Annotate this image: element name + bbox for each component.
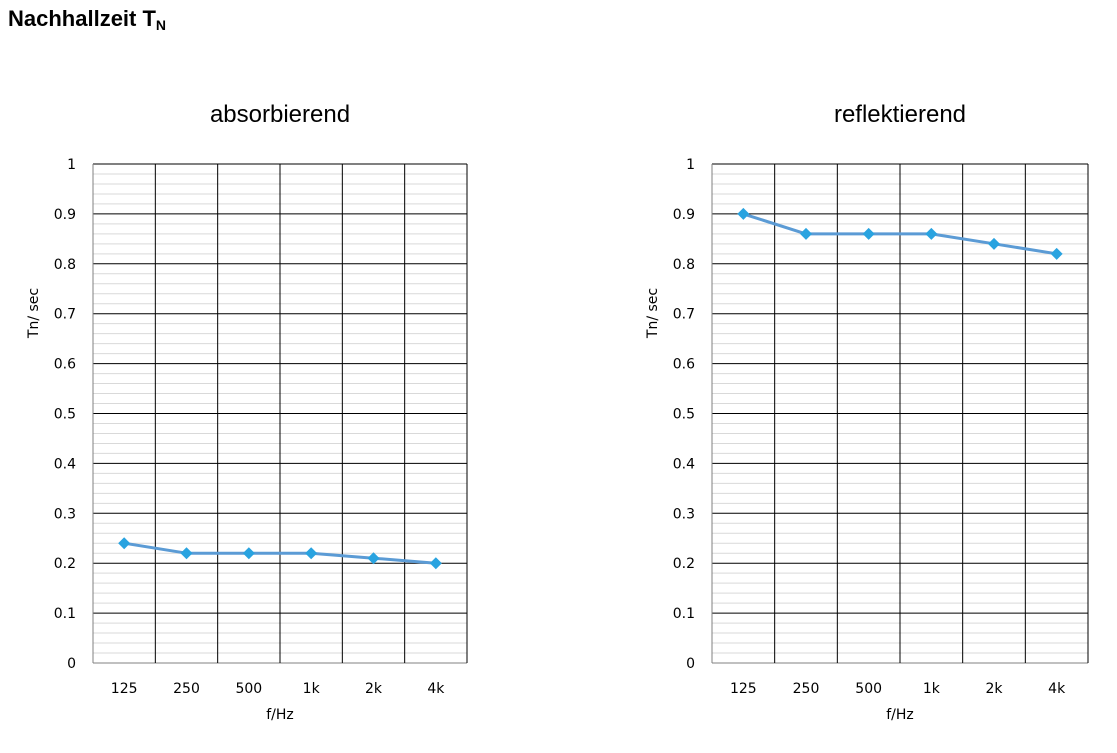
data-point-1k	[925, 227, 938, 240]
y-tick-label: 0.3	[673, 506, 695, 522]
data-point-500	[242, 547, 255, 560]
chart-2: 0 0.1 0.2 0.3 0.4 0.5 0.6 0.7 0.8 0.9 1 125 250 500 1k…	[645, 101, 1089, 723]
chart-1: 0 0.1 0.2 0.3 0.4 0.5 0.6 0.7 0.8 0.9 1 125 250 500 1k…	[26, 101, 468, 723]
y-tick-label: 0.7	[673, 307, 695, 323]
series-line	[123, 541, 436, 565]
y-tick-label: 1	[686, 157, 695, 173]
y-tick-label: 0.8	[54, 257, 76, 273]
y-tick-label: 0.9	[54, 207, 76, 223]
x-tick-label: 4k	[427, 681, 445, 697]
chart-title: reflektierend	[834, 101, 966, 128]
y-tick-label: 0.3	[54, 506, 76, 522]
y-tick-label: 1	[67, 157, 76, 173]
y-tick-label: 0.2	[54, 556, 76, 572]
chart-title: absorbierend	[210, 101, 350, 128]
y-tick-label: 0	[67, 656, 76, 672]
x-tick-label: 2k	[365, 681, 383, 697]
y-tick-label: 0.4	[54, 456, 76, 472]
y-tick-label: 0.8	[673, 257, 695, 273]
y-tick-label: 0.5	[54, 407, 76, 423]
y-tick-label: 0	[686, 656, 695, 672]
y-tick-label: 0.4	[673, 456, 695, 472]
data-point-250	[800, 227, 812, 240]
data-point-2k	[367, 552, 380, 565]
y-tick-label: 0.9	[673, 207, 695, 223]
page-title: Nachhallzeit TN	[8, 4, 166, 40]
y-tick-label: 0.6	[54, 357, 76, 373]
data-point-125	[118, 537, 131, 550]
data-point-1k	[305, 547, 318, 560]
x-tick-label: 500	[235, 681, 262, 697]
x-tick-label: 125	[111, 681, 138, 697]
y-tick-label: 0.1	[673, 606, 695, 622]
y-tick-label: 0.6	[673, 357, 695, 373]
x-tick-label: 500	[855, 681, 882, 697]
page-title-text: Nachhallzeit T	[8, 6, 156, 31]
x-tick-label: 250	[793, 681, 820, 697]
y-tick-label: 0.1	[54, 606, 76, 622]
data-point-4k	[1050, 247, 1063, 260]
data-point-250	[180, 547, 193, 560]
x-tick-label: 2k	[985, 681, 1003, 697]
series-line	[742, 212, 1057, 256]
page-title-subscript: N	[155, 17, 167, 33]
x-tick-label: 4k	[1048, 681, 1066, 697]
x-axis-label: f/Hz	[886, 707, 914, 723]
y-tick-label: 0.7	[54, 307, 76, 323]
y-axis-label: Tn/ sec	[26, 288, 42, 339]
y-tick-label: 0.5	[673, 407, 695, 423]
data-point-4k	[429, 557, 442, 570]
data-point-500	[862, 227, 875, 240]
data-point-2k	[988, 237, 1000, 250]
data-point-125	[737, 207, 750, 220]
x-tick-label: 1k	[923, 681, 941, 697]
x-tick-label: 125	[730, 681, 757, 697]
x-tick-label: 250	[173, 681, 200, 697]
x-axis-label: f/Hz	[266, 707, 294, 723]
x-tick-label: 1k	[303, 681, 321, 697]
y-axis-label: Tn/ sec	[645, 288, 661, 339]
y-tick-label: 0.2	[673, 556, 695, 572]
